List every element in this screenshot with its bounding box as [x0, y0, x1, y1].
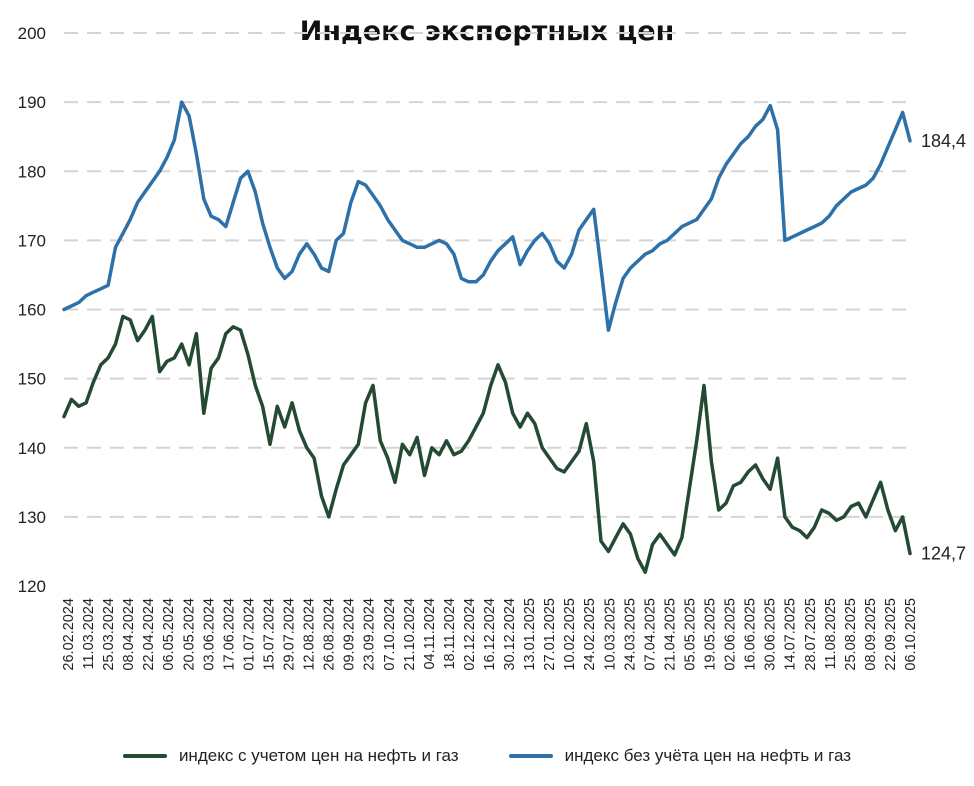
x-tick-label: 29.07.2024 — [282, 598, 298, 671]
chart-title: Индекс экспортных цен — [299, 16, 675, 47]
legend-label: индекс без учёта цен на нефть и газ — [564, 746, 852, 765]
x-tick-label: 07.10.2024 — [382, 598, 398, 671]
y-tick-label: 160 — [18, 301, 46, 320]
x-tick-label: 01.07.2024 — [241, 598, 257, 671]
x-tick-label: 08.04.2024 — [121, 598, 137, 671]
y-axis-ticks: 120 130 140 150 160 170 180 190 200 — [18, 24, 46, 596]
y-tick-label: 150 — [18, 370, 46, 389]
x-tick-label: 13.01.2025 — [522, 598, 538, 671]
series-lines — [62, 100, 912, 574]
x-tick-label: 14.07.2025 — [783, 598, 799, 671]
x-tick-label: 18.11.2024 — [442, 598, 458, 670]
x-tick-label: 27.01.2025 — [542, 598, 558, 671]
x-axis-ticks: 26.02.2024 11.03.2024 25.03.2024 08.04.2024… — [61, 598, 919, 671]
legend-item-non-oil-gas: индекс без учёта цен на нефть и газ — [508, 746, 852, 766]
end-value-label: 184,4 — [921, 131, 966, 151]
x-tick-label: 16.06.2025 — [743, 598, 759, 671]
y-tick-label: 140 — [18, 439, 46, 458]
x-tick-label: 02.12.2024 — [462, 598, 478, 671]
x-tick-label: 06.10.2025 — [903, 598, 919, 671]
x-tick-label: 22.09.2025 — [883, 598, 899, 671]
x-tick-label: 22.04.2024 — [141, 598, 157, 671]
x-tick-label: 04.11.2024 — [422, 598, 438, 670]
x-tick-label: 30.06.2025 — [763, 598, 779, 671]
x-tick-label: 25.03.2024 — [101, 598, 117, 671]
x-tick-label: 08.09.2025 — [863, 598, 879, 671]
x-tick-label: 25.08.2025 — [843, 598, 859, 671]
series-line — [62, 314, 912, 574]
legend: индекс с учетом цен на нефть и газ индек… — [0, 746, 974, 766]
end-labels: 124,7 184,4 — [921, 131, 966, 564]
x-tick-label: 03.06.2024 — [201, 598, 217, 671]
y-tick-label: 190 — [18, 93, 46, 112]
x-tick-label: 10.02.2025 — [562, 598, 578, 671]
y-tick-label: 170 — [18, 231, 46, 250]
x-tick-label: 26.08.2024 — [322, 598, 338, 671]
x-tick-label: 28.07.2025 — [803, 598, 819, 671]
legend-item-oil-gas: индекс с учетом цен на нефть и газ — [122, 746, 459, 766]
x-tick-label: 24.03.2025 — [622, 598, 638, 671]
x-tick-label: 09.09.2024 — [342, 598, 358, 671]
x-tick-label: 16.12.2024 — [482, 598, 498, 671]
y-tick-label: 130 — [18, 508, 46, 527]
gridlines — [64, 32, 910, 518]
x-tick-label: 06.05.2024 — [161, 598, 177, 671]
legend-swatch — [122, 754, 167, 758]
x-tick-label: 19.05.2025 — [703, 598, 719, 671]
x-tick-label: 26.02.2024 — [61, 598, 77, 671]
x-tick-label: 11.08.2025 — [823, 598, 839, 670]
end-value-label: 124,7 — [921, 544, 966, 564]
x-tick-label: 12.08.2024 — [302, 598, 318, 671]
x-tick-label: 15.07.2024 — [261, 598, 277, 671]
x-tick-label: 17.06.2024 — [221, 598, 237, 671]
y-tick-label: 120 — [18, 577, 46, 596]
series-line — [62, 100, 912, 332]
x-tick-label: 21.10.2024 — [402, 598, 418, 671]
x-tick-label: 23.09.2024 — [362, 598, 378, 671]
x-tick-label: 05.05.2025 — [682, 598, 698, 671]
x-tick-label: 20.05.2024 — [181, 598, 197, 671]
x-tick-label: 30.12.2024 — [502, 598, 518, 671]
y-tick-label: 180 — [18, 162, 46, 181]
x-tick-label: 07.04.2025 — [642, 598, 658, 671]
y-tick-label: 200 — [18, 24, 46, 43]
x-tick-label: 24.02.2025 — [582, 598, 598, 671]
legend-label: индекс с учетом цен на нефть и газ — [178, 746, 459, 765]
x-tick-label: 11.03.2024 — [81, 598, 97, 670]
x-tick-label: 02.06.2025 — [723, 598, 739, 671]
legend-swatch — [508, 754, 553, 758]
x-tick-label: 21.04.2025 — [662, 598, 678, 671]
x-tick-label: 10.03.2025 — [602, 598, 618, 671]
